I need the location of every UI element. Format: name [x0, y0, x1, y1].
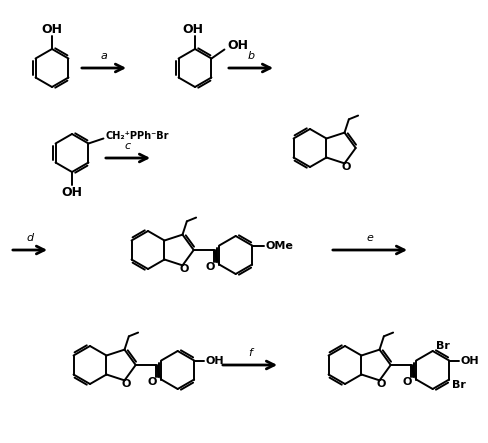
Text: OH: OH	[41, 23, 62, 35]
Text: Br: Br	[451, 380, 465, 389]
Text: f: f	[247, 348, 251, 358]
Text: a: a	[101, 51, 107, 61]
Text: O: O	[401, 377, 410, 387]
Text: O: O	[340, 162, 350, 172]
Text: OH: OH	[61, 186, 82, 198]
Text: OH: OH	[182, 23, 203, 35]
Text: OH: OH	[205, 355, 224, 365]
Text: d: d	[26, 233, 34, 243]
Text: c: c	[124, 141, 131, 151]
Text: OH: OH	[227, 39, 248, 52]
Text: O: O	[147, 377, 156, 387]
Text: O: O	[375, 379, 385, 389]
Text: e: e	[366, 233, 373, 243]
Text: b: b	[247, 51, 254, 61]
Text: OMe: OMe	[264, 241, 292, 250]
Text: O: O	[121, 379, 130, 389]
Text: O: O	[179, 264, 188, 274]
Text: CH₂⁺PPh⁻Br: CH₂⁺PPh⁻Br	[105, 131, 169, 140]
Text: OH: OH	[459, 355, 478, 365]
Text: O: O	[204, 262, 214, 272]
Text: Br: Br	[435, 341, 448, 351]
